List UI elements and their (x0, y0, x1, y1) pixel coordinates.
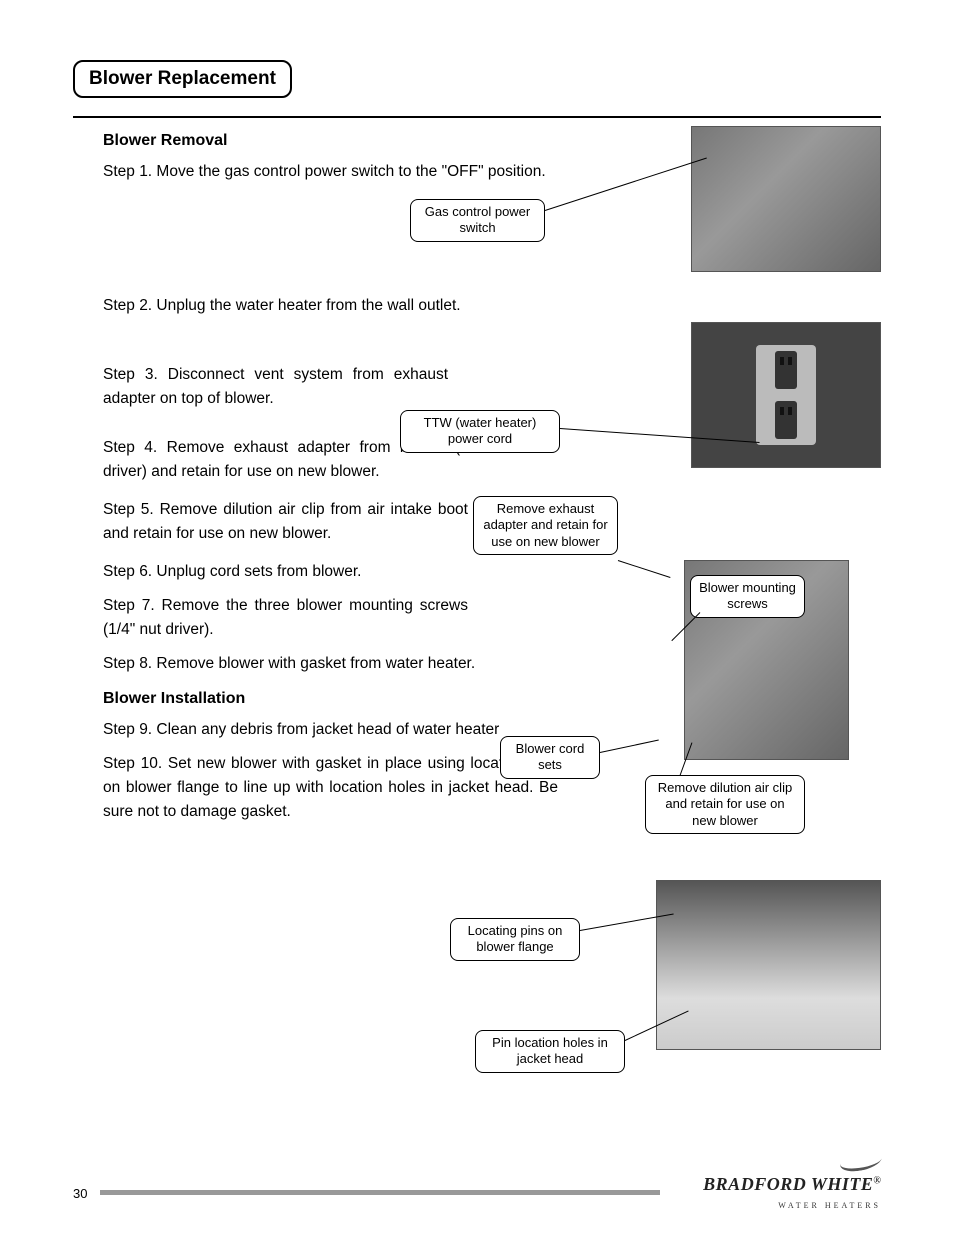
step-9-text: Step 9. Clean any debris from jacket hea… (103, 718, 563, 742)
callout-blower-screws: Blower mounting screws (690, 575, 805, 618)
callout-remove-exhaust: Remove exhaust adapter and retain for us… (473, 496, 618, 555)
callout-blower-cords: Blower cord sets (500, 736, 600, 779)
brand-logo: BRADFORD WHITE® WATER HEATERS (703, 1151, 881, 1213)
step-6-text: Step 6. Unplug cord sets from blower. (103, 560, 483, 584)
step-5-text: Step 5. Remove dilution air clip from ai… (103, 498, 468, 546)
photo-jacket-head (656, 880, 881, 1050)
callout-locating-pins: Locating pins on blower flange (450, 918, 580, 961)
photo-gas-control (691, 126, 881, 272)
section-divider (73, 116, 881, 118)
page-number: 30 (73, 1186, 87, 1201)
section-title: Blower Replacement (73, 60, 292, 98)
footer-bar (100, 1190, 660, 1195)
callout-pin-holes: Pin location holes in jacket head (475, 1030, 625, 1073)
step-7-text: Step 7. Remove the three blower mounting… (103, 594, 468, 642)
callout-ttw-cord: TTW (water heater) power cord (400, 410, 560, 453)
callout-gas-control: Gas control power switch (410, 199, 545, 242)
step-3-text: Step 3. Disconnect vent system from exha… (103, 363, 448, 411)
photo-wall-outlet (691, 322, 881, 468)
step-1-text: Step 1. Move the gas control power switc… (103, 160, 613, 184)
step-10-text: Step 10. Set new blower with gasket in p… (103, 752, 558, 824)
step-2-text: Step 2. Unplug the water heater from the… (103, 294, 613, 318)
brand-tagline: WATER HEATERS (778, 1201, 881, 1210)
callout-dilution-clip: Remove dilution air clip and retain for … (645, 775, 805, 834)
brand-name: BRADFORD WHITE (703, 1174, 873, 1194)
step-8-text: Step 8. Remove blower with gasket from w… (103, 652, 603, 676)
